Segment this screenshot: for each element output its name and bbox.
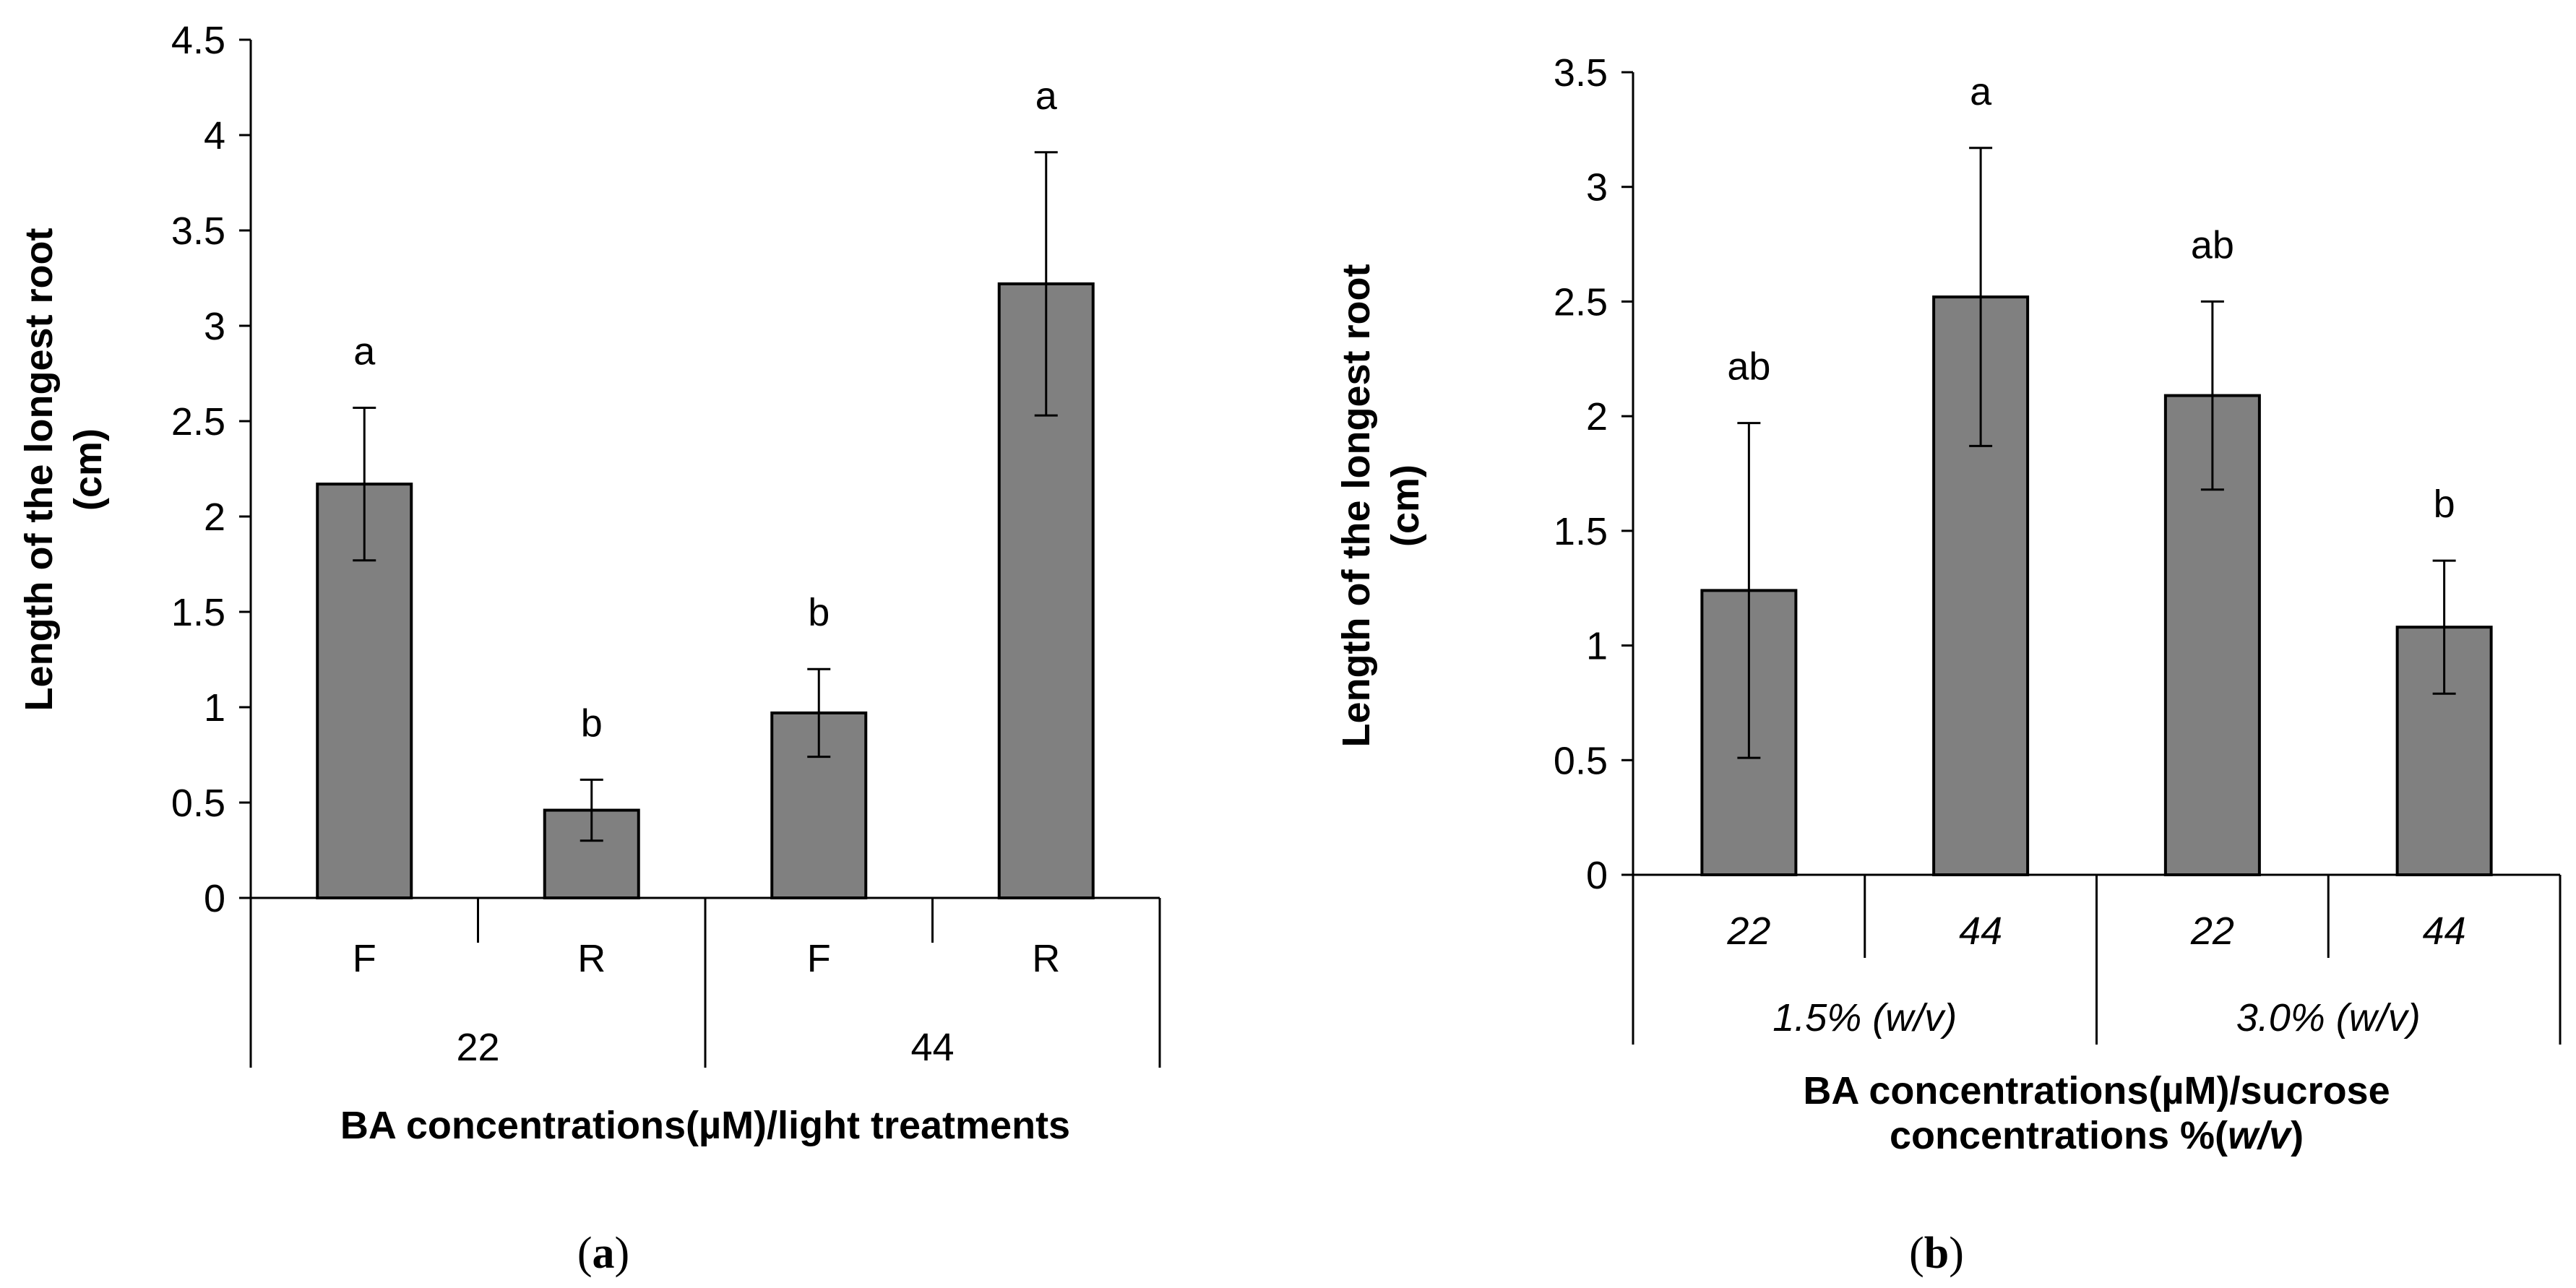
category-label: 22 [2190,909,2234,953]
y-tick-label: 1.5 [171,591,225,634]
significance-letter: ab [1727,345,1770,389]
y-tick-label: 1.5 [1554,510,1608,553]
significance-letter: a [353,330,376,373]
panel-paren: ) [615,1229,630,1278]
y-tick-label: 3 [204,305,225,348]
y-tick-label: 3.5 [1554,51,1608,95]
y-axis-title-line: (cm) [66,428,110,511]
x-axis-title: BA concentrations(µM)/light treatments [340,1104,1070,1147]
panel-label: (b) [1909,1229,1964,1278]
group-label: 1.5% (w/v) [1772,996,1957,1040]
group-label: 44 [910,1026,954,1069]
chart-a: 0 0.5 1 1.5 2 2.5 3 3.5 4 4.5 a Fb Rb Fa R 22 44 Length o… [17,19,1161,1278]
category-label: 22 [1726,909,1770,953]
x-axis-title-part: ) [2291,1114,2304,1157]
y-tick-label: 0.5 [1554,739,1608,782]
category-label: F [807,937,831,980]
y-axis-title: Length of the longest root (cm) [17,228,110,712]
significance-letter: a [1035,74,1058,118]
y-tick-label: 4.5 [171,19,225,62]
panel-letter: a [593,1229,615,1278]
x-axis-title-part: concentrations %( [1890,1114,2228,1157]
y-tick-label: 1 [1586,625,1608,668]
panel-paren: ( [1909,1229,1924,1278]
y-tick-label: 2 [204,496,225,539]
y-axis-title-line: Length of the longest root [17,228,61,712]
category-label: R [1032,937,1060,980]
significance-letter: b [581,701,603,745]
significance-letter: b [2434,483,2455,526]
y-tick-label: 2.5 [1554,280,1608,324]
category-label: R [577,937,606,980]
y-tick-label: 0 [1586,854,1608,897]
y-tick-label: 0 [204,877,225,920]
y-tick-label: 1 [204,686,225,730]
x-axis-title-line: concentrations %(w/v) [1890,1114,2304,1157]
x-axis-title-part: w/v [2228,1114,2293,1157]
x-axis-title-line: BA concentrations(µM)/sucrose [1803,1069,2390,1112]
y-tick-label: 3 [1586,166,1608,209]
panel-paren: ) [1949,1229,1964,1278]
group-label: 22 [456,1026,499,1069]
y-tick-label: 4 [204,114,225,157]
y-tick-label: 0.5 [171,782,225,825]
panel-label: (a) [577,1229,629,1278]
significance-letter: b [808,591,830,634]
y-tick-label: 2.5 [171,400,225,444]
y-tick-label: 2 [1586,395,1608,438]
y-axis-title: Length of the longest root (cm) [1335,264,1427,748]
y-axis-title-line: (cm) [1384,464,1427,547]
y-tick-label: 3.5 [171,209,225,253]
group-label: 3.0% (w/v) [2236,996,2421,1040]
panel-paren: ( [577,1229,593,1278]
x-axis-title: BA concentrations(µM)/sucroseconcentrati… [1803,1069,2390,1157]
category-label: 44 [1959,909,2002,953]
significance-letter: a [1970,70,1992,113]
category-label: F [353,937,376,980]
category-label: 44 [2423,909,2466,953]
x-axis-title-part: BA concentrations(µM)/sucrose [1803,1069,2390,1112]
significance-letter: ab [2191,223,2234,267]
panel-letter: b [1924,1229,1949,1278]
y-axis-title-line: Length of the longest root [1335,264,1378,748]
